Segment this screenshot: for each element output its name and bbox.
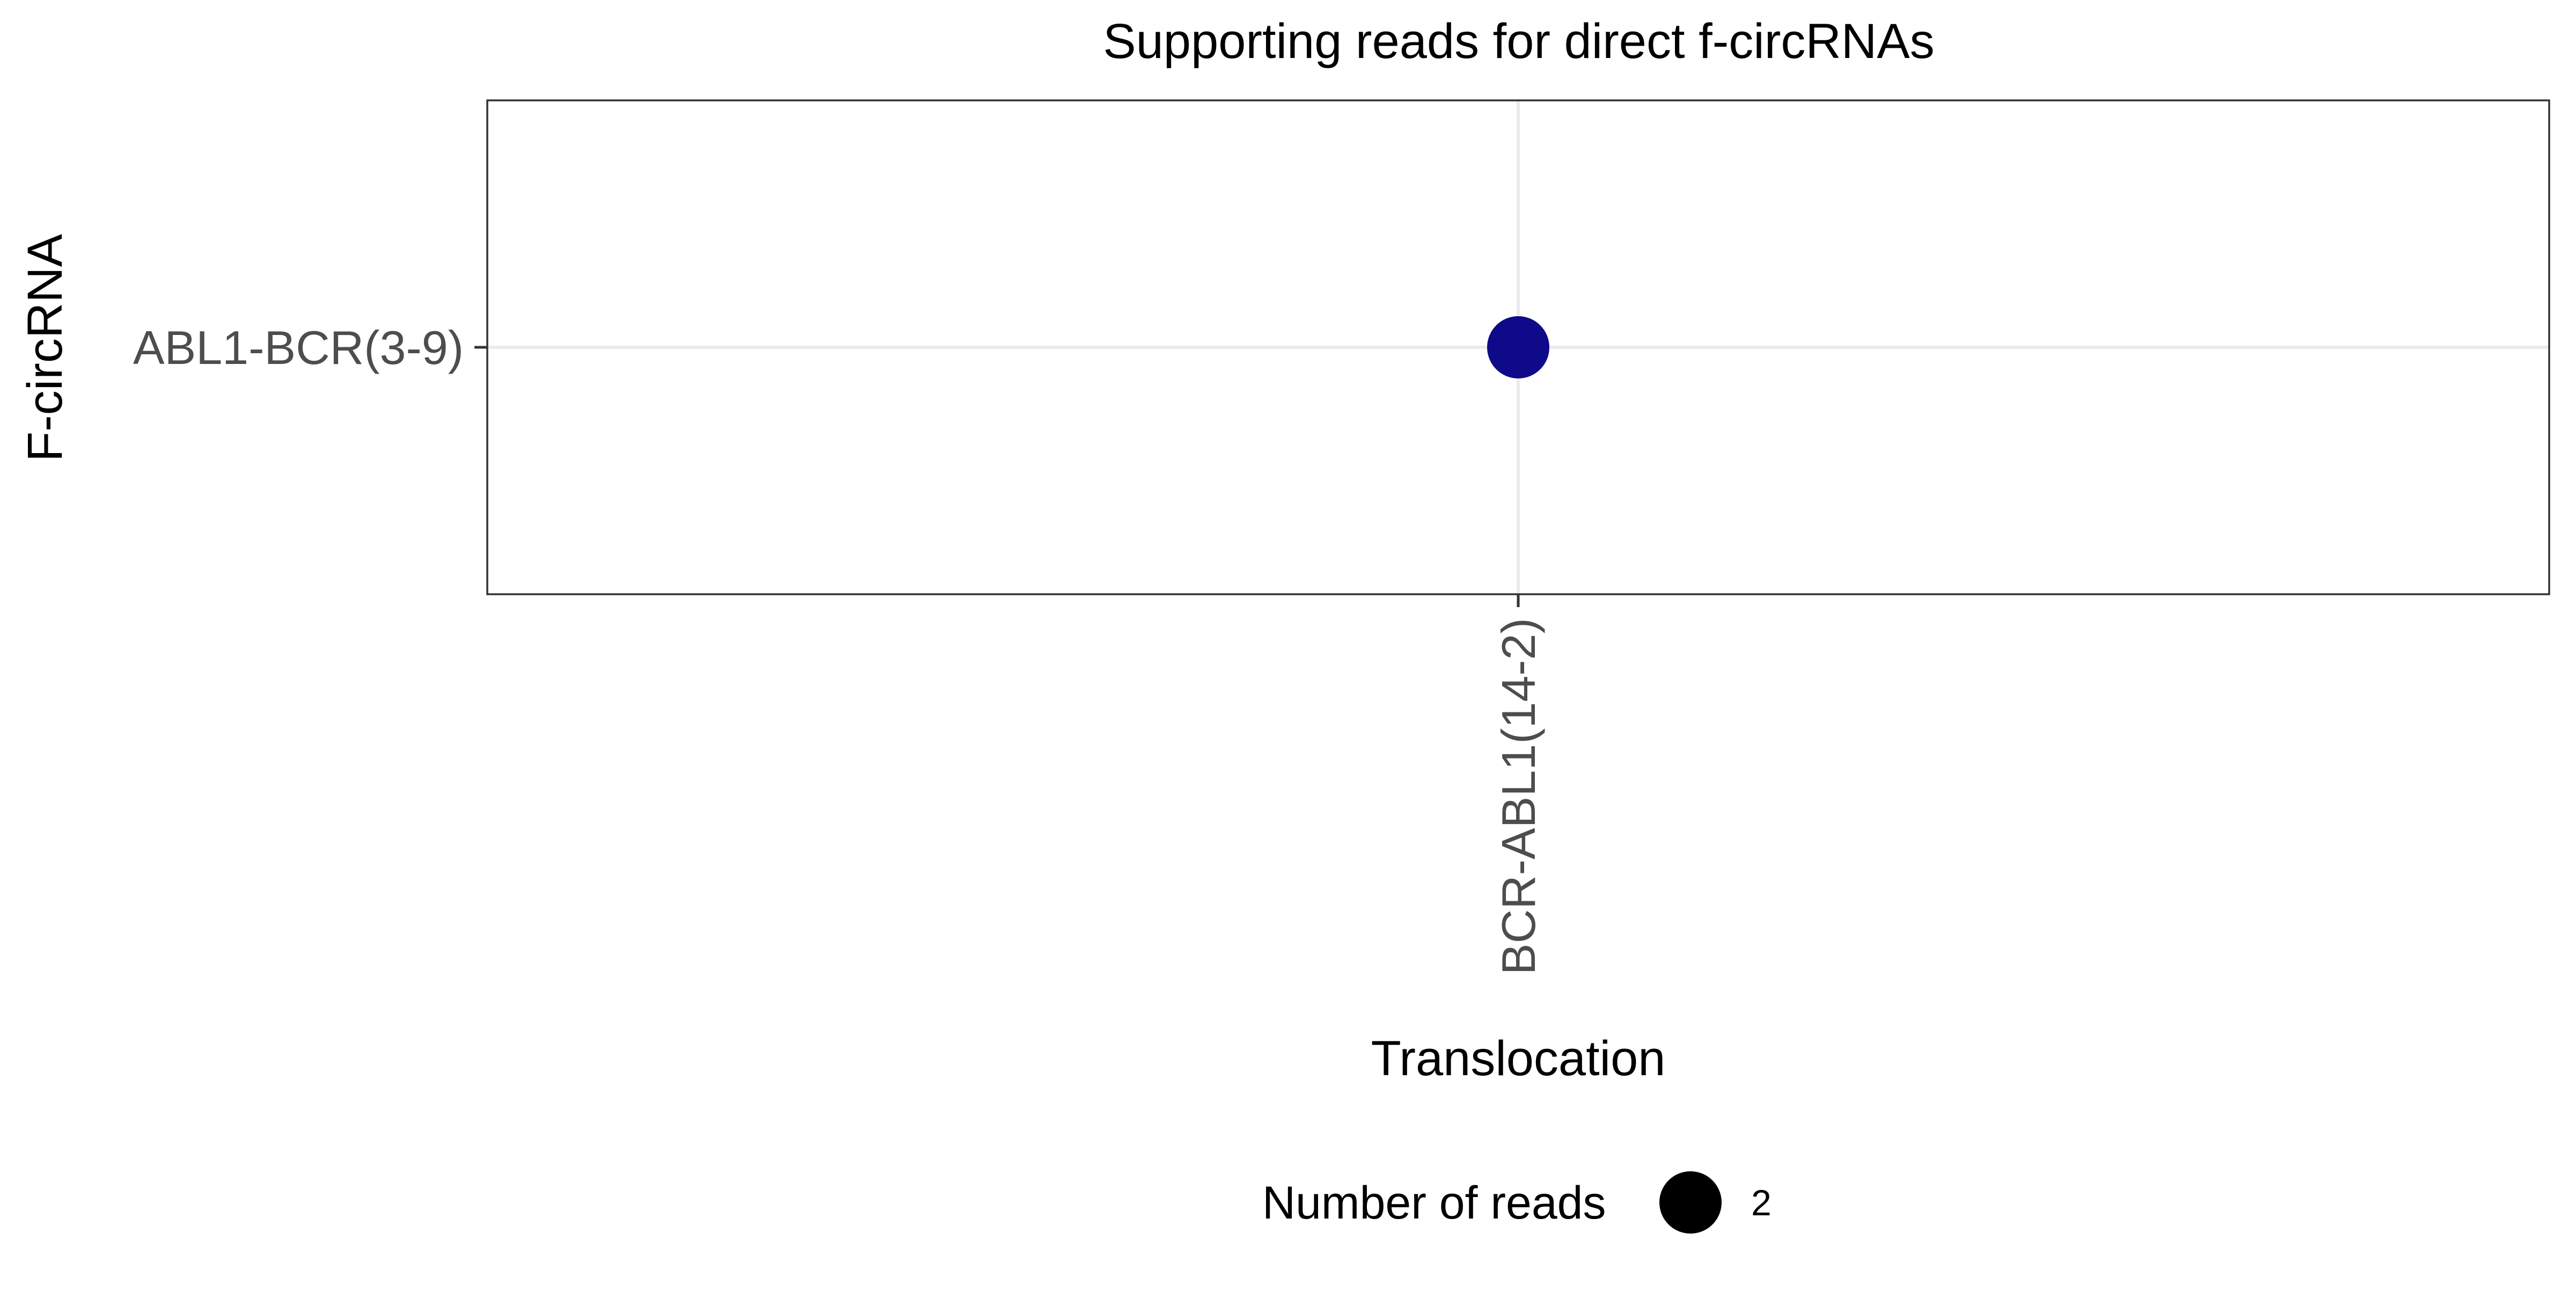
x-axis: BCR-ABL1(14-2) [1492,594,1545,975]
y-tick-label: ABL1-BCR(3-9) [133,321,464,374]
legend-title: Number of reads [1262,1177,1606,1229]
y-axis: ABL1-BCR(3-9) [133,321,487,374]
x-tick-label: BCR-ABL1(14-2) [1492,618,1545,975]
legend: Number of reads 2 [1262,1171,1772,1234]
chart-title: Supporting reads for direct f-circRNAs [1103,14,1934,69]
x-axis-title: Translocation [1371,1031,1666,1086]
data-point [1487,316,1549,378]
plot-panel [486,99,2550,595]
legend-entry-label: 2 [1751,1183,1772,1223]
data-points [1487,316,1549,378]
y-axis-title: F-circRNA [18,234,72,462]
legend-key-circle [1659,1171,1722,1234]
